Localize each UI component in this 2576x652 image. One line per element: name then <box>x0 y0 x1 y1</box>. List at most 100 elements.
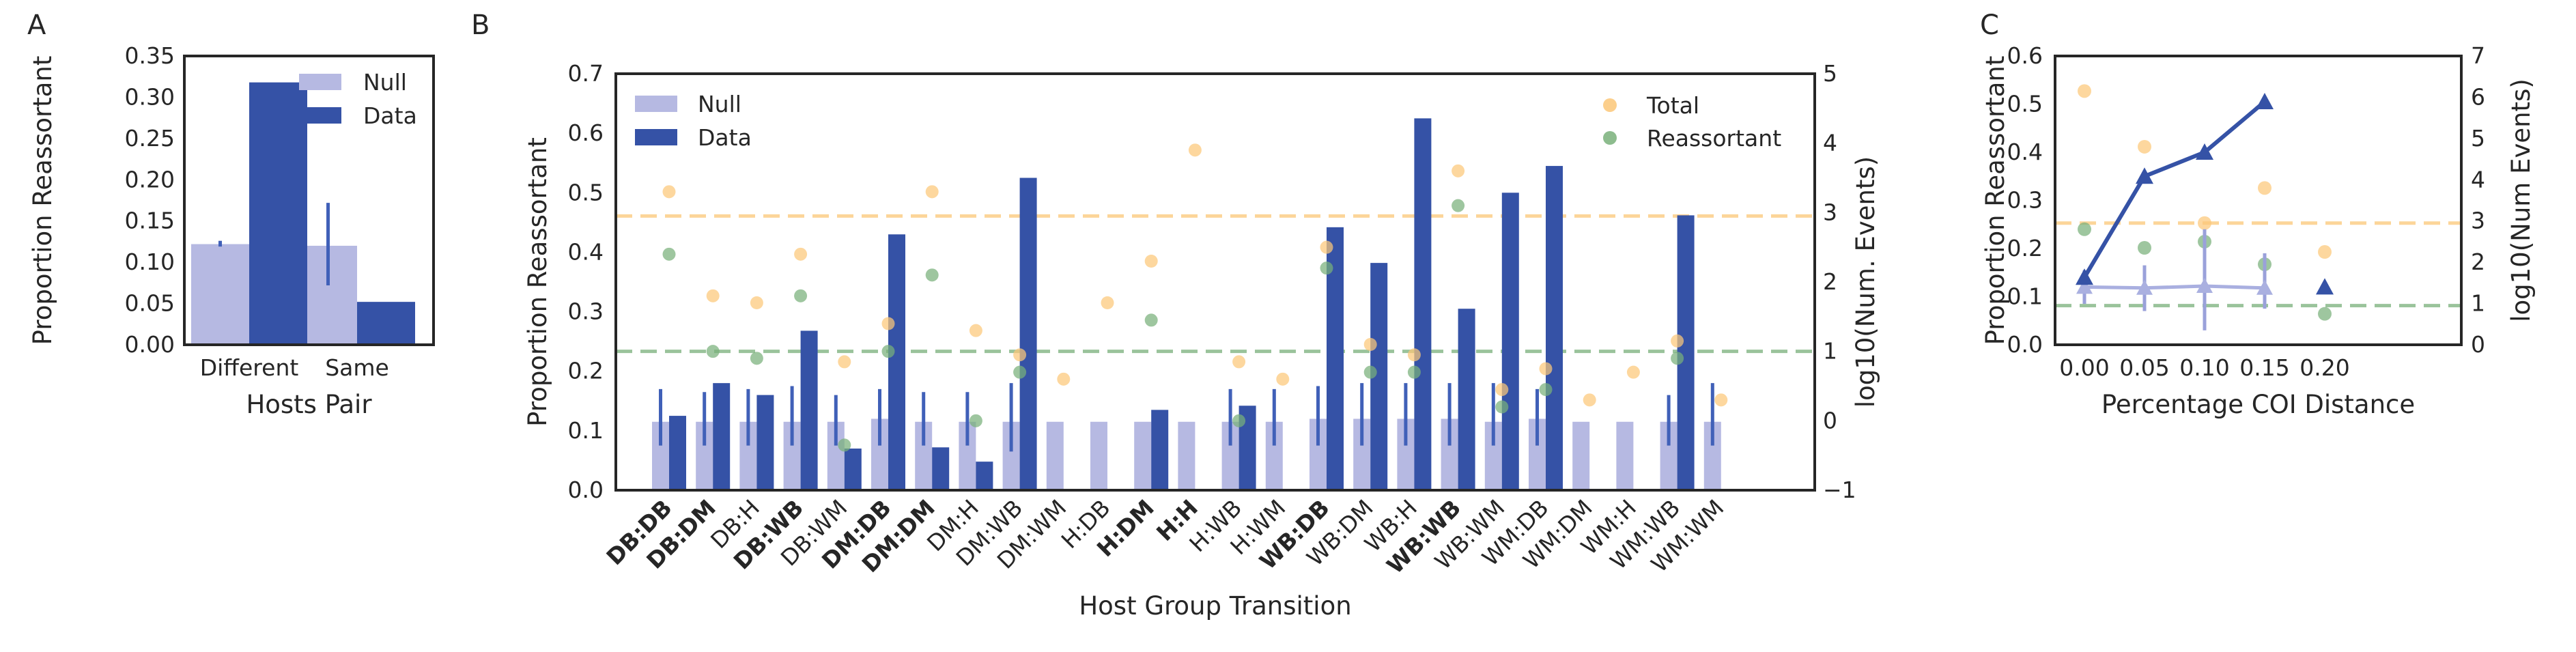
reassortant-point <box>1671 352 1684 365</box>
total-point <box>662 185 676 199</box>
total-point <box>1714 393 1728 407</box>
y-tick-label: 0.7 <box>568 60 604 87</box>
legend-swatch-null <box>299 74 341 90</box>
legend-label-data: Data <box>363 102 417 129</box>
y-tick-label: 0.2 <box>568 358 604 384</box>
total-point <box>794 247 808 261</box>
x-tick-label: Same <box>325 354 389 381</box>
total-point <box>2198 216 2211 230</box>
reassortant-point <box>662 247 676 261</box>
data-bar <box>249 82 307 345</box>
x-tick-label: 0.10 <box>2179 354 2229 381</box>
reassortant-point <box>1407 365 1421 379</box>
y-tick-label: 0.4 <box>2007 139 2043 165</box>
y-tick-label: 0.0 <box>2007 331 2043 358</box>
y-tick-label: 0.05 <box>125 290 175 317</box>
legend-label-reassortant: Reassortant <box>1647 125 1781 152</box>
null-bar <box>1090 421 1107 490</box>
reassortant-point <box>969 414 982 427</box>
data-bar <box>357 302 415 345</box>
data-bar <box>888 234 905 490</box>
y-tick-label: 0.4 <box>568 238 604 265</box>
data-bar <box>1414 118 1432 490</box>
y-axis-label: Proportion Reassortant <box>523 137 552 427</box>
plot-frame <box>614 72 1816 492</box>
y2-tick-label: 6 <box>2471 83 2485 110</box>
reassortant-point <box>2318 307 2332 321</box>
data-bar <box>1546 166 1563 491</box>
reassortant-point <box>750 352 763 365</box>
y2-tick-label: 2 <box>1823 268 1837 295</box>
reassortant-point <box>706 345 720 358</box>
reassortant-point <box>1320 261 1333 275</box>
null-marker <box>2076 279 2093 294</box>
total-point <box>1495 383 1509 397</box>
y2-tick-label: 7 <box>2471 42 2485 69</box>
data-marker <box>2256 92 2274 109</box>
reassortant-point <box>1495 400 1509 414</box>
y2-tick-label: 3 <box>2471 208 2485 234</box>
total-point <box>1057 372 1071 386</box>
total-point <box>969 324 982 337</box>
null-bar <box>1046 421 1064 490</box>
total-point <box>706 289 720 302</box>
data-bar <box>1151 410 1169 490</box>
total-point <box>1407 348 1421 362</box>
reassortant-point <box>1363 365 1377 379</box>
y-tick-label: 0.25 <box>125 125 175 152</box>
legend-label-null: Null <box>363 69 407 96</box>
data-bar <box>1501 193 1519 490</box>
data-marker <box>2196 143 2213 160</box>
y-tick-label: 0.6 <box>2007 42 2043 69</box>
data-bar <box>713 383 731 490</box>
data-bar <box>976 462 993 490</box>
null-marker <box>2256 279 2273 295</box>
legend-marker-total <box>1603 98 1617 112</box>
null-bar <box>1616 421 1634 490</box>
null-marker <box>2196 277 2213 293</box>
data-marker <box>2076 268 2093 285</box>
y-tick-label: 0.2 <box>2007 235 2043 261</box>
x-tick-label: 0.20 <box>2299 354 2349 381</box>
reassortant-point <box>1232 414 1246 427</box>
panel-label-c: C <box>1980 10 1999 41</box>
legend-label-total: Total <box>1646 92 1699 119</box>
y-tick-label: 0.6 <box>568 119 604 146</box>
reassortant-point <box>2078 222 2091 236</box>
y2-tick-label: −1 <box>1823 477 1856 503</box>
total-point <box>1144 255 1158 268</box>
y2-tick-label: 5 <box>2471 125 2485 152</box>
data-bar <box>1019 178 1037 490</box>
data-line <box>2082 100 2266 279</box>
legend-swatch-data <box>635 129 677 145</box>
x-tick-label: 0.15 <box>2239 354 2289 381</box>
reassortant-point <box>1539 383 1553 397</box>
y-tick-label: 0.30 <box>125 83 175 110</box>
data-bar <box>844 449 862 490</box>
y-tick-label: 0.3 <box>2007 187 2043 214</box>
data-bar <box>756 395 774 490</box>
total-point <box>1101 296 1114 309</box>
panel-b: B0.00.10.20.30.40.50.60.7−1012345DB:DBDB… <box>471 10 1880 621</box>
y2-tick-label: 5 <box>1823 60 1837 87</box>
y-tick-label: 0.1 <box>568 417 604 444</box>
y2-tick-label: 1 <box>1823 338 1837 365</box>
y2-axis-label: log10(Num Events) <box>2506 79 2536 322</box>
total-point <box>2318 245 2332 259</box>
y-axis-label: Proportion Reassortant <box>1981 56 2010 345</box>
reassortant-point <box>1013 365 1027 379</box>
reassortant-point <box>1144 313 1158 327</box>
reassortant-point <box>838 438 851 452</box>
y-tick-label: 0.35 <box>125 42 175 69</box>
data-bar <box>1458 309 1475 490</box>
y2-tick-label: 4 <box>1823 130 1837 156</box>
plot-frame <box>2054 55 2463 346</box>
null-bar <box>191 244 249 345</box>
x-tick-label: 0.05 <box>2119 354 2169 381</box>
total-point <box>1320 240 1333 254</box>
null-marker <box>2136 279 2153 295</box>
y-tick-label: 0.20 <box>125 166 175 193</box>
panel-label-a: A <box>27 10 46 41</box>
null-line <box>2084 284 2265 290</box>
total-point <box>1276 372 1290 386</box>
